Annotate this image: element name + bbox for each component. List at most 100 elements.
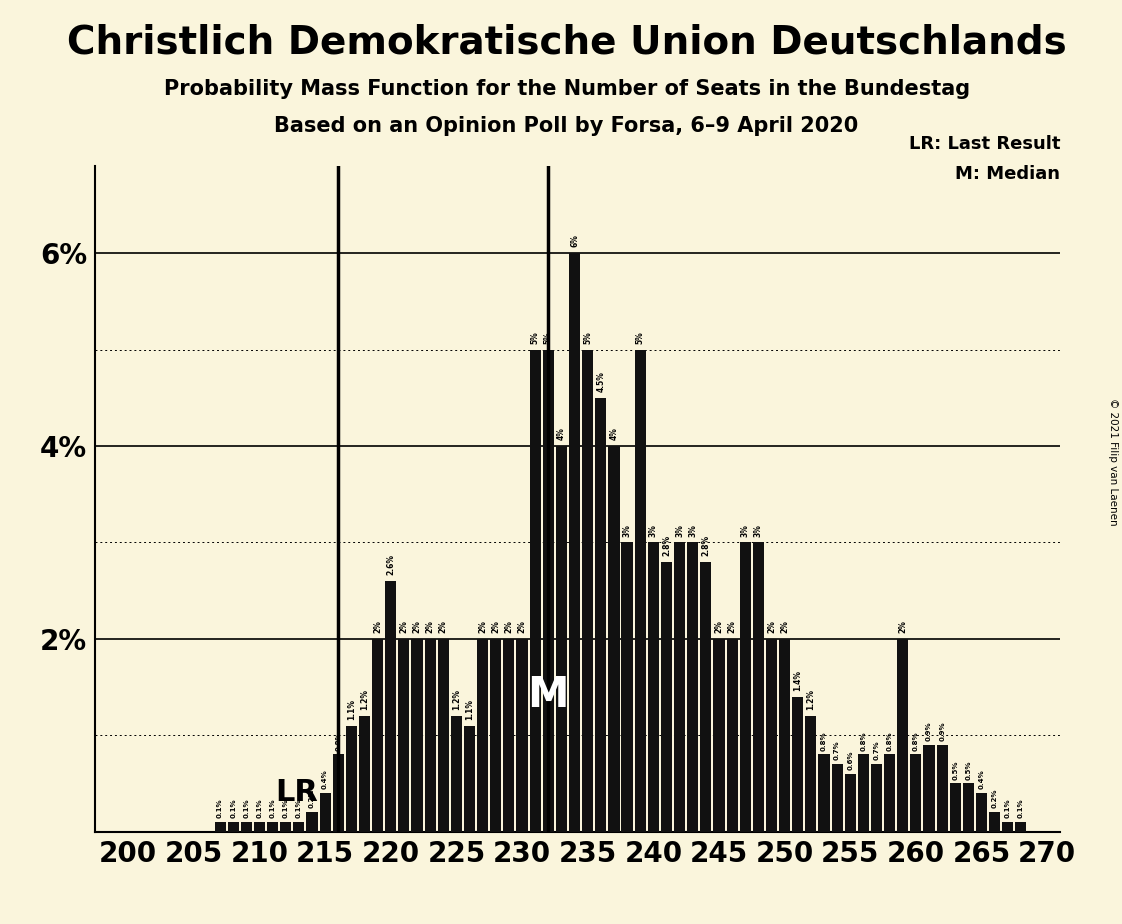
Bar	[1002, 822, 1013, 832]
Bar	[214, 822, 226, 832]
Text: 2%: 2%	[780, 620, 789, 633]
Text: 1.1%: 1.1%	[347, 699, 356, 720]
Bar	[477, 638, 488, 832]
Bar	[373, 638, 384, 832]
Bar	[990, 812, 1000, 832]
Text: 2%: 2%	[478, 620, 487, 633]
Bar	[622, 542, 633, 832]
Text: 2%: 2%	[727, 620, 736, 633]
Bar	[596, 397, 606, 832]
Text: 0.4%: 0.4%	[322, 770, 328, 789]
Text: 0.7%: 0.7%	[834, 741, 840, 760]
Text: 0.6%: 0.6%	[847, 750, 853, 770]
Text: 2%: 2%	[517, 620, 526, 633]
Bar	[963, 784, 974, 832]
Bar	[792, 697, 803, 832]
Text: 1.2%: 1.2%	[360, 689, 369, 711]
Bar	[766, 638, 778, 832]
Bar	[332, 755, 343, 832]
Text: 0.1%: 0.1%	[257, 798, 263, 818]
Text: Based on an Opinion Poll by Forsa, 6–9 April 2020: Based on an Opinion Poll by Forsa, 6–9 A…	[275, 116, 858, 136]
Bar	[555, 446, 567, 832]
Bar	[280, 822, 292, 832]
Bar	[661, 562, 672, 832]
Bar	[937, 745, 948, 832]
Bar	[543, 349, 554, 832]
Bar	[254, 822, 265, 832]
Text: 2%: 2%	[505, 620, 514, 633]
Bar	[398, 638, 410, 832]
Bar	[976, 793, 987, 832]
Text: 3%: 3%	[649, 524, 657, 537]
Text: 2.8%: 2.8%	[701, 535, 710, 556]
Bar	[687, 542, 698, 832]
Text: 3%: 3%	[675, 524, 684, 537]
Bar	[320, 793, 331, 832]
Text: LR: LR	[276, 779, 319, 808]
Bar	[714, 638, 725, 832]
Text: 1.2%: 1.2%	[452, 689, 461, 711]
Bar	[412, 638, 423, 832]
Text: 3%: 3%	[754, 524, 763, 537]
Bar	[923, 745, 935, 832]
Bar	[831, 764, 843, 832]
Text: 1.4%: 1.4%	[793, 670, 802, 691]
Bar	[359, 716, 370, 832]
Text: 0.8%: 0.8%	[913, 731, 919, 750]
Text: 1.2%: 1.2%	[807, 689, 816, 711]
Text: 0.1%: 0.1%	[217, 798, 223, 818]
Text: M: M	[527, 674, 569, 716]
Text: 0.9%: 0.9%	[939, 722, 945, 741]
Bar	[845, 773, 856, 832]
Text: 5%: 5%	[636, 331, 645, 344]
Bar	[293, 822, 304, 832]
Text: 0.1%: 0.1%	[1005, 798, 1011, 818]
Text: 0.2%: 0.2%	[992, 789, 997, 808]
Text: 0.1%: 0.1%	[230, 798, 237, 818]
Text: 0.5%: 0.5%	[953, 760, 958, 780]
Text: 0.8%: 0.8%	[335, 731, 341, 750]
Text: 3%: 3%	[623, 524, 632, 537]
Bar	[530, 349, 541, 832]
Bar	[267, 822, 278, 832]
Text: 2%: 2%	[399, 620, 408, 633]
Text: 0.9%: 0.9%	[926, 722, 932, 741]
Bar	[910, 755, 921, 832]
Text: 0.4%: 0.4%	[978, 770, 984, 789]
Bar	[516, 638, 527, 832]
Text: LR: Last Result: LR: Last Result	[909, 135, 1060, 153]
Bar	[241, 822, 252, 832]
Bar	[424, 638, 435, 832]
Text: 5%: 5%	[544, 331, 553, 344]
Bar	[490, 638, 502, 832]
Text: 2%: 2%	[491, 620, 500, 633]
Bar	[608, 446, 619, 832]
Bar	[228, 822, 239, 832]
Text: © 2021 Filip van Laenen: © 2021 Filip van Laenen	[1109, 398, 1118, 526]
Text: 2%: 2%	[413, 620, 422, 633]
Text: 4.5%: 4.5%	[596, 371, 605, 392]
Bar	[739, 542, 751, 832]
Text: 5%: 5%	[531, 331, 540, 344]
Text: 0.8%: 0.8%	[821, 731, 827, 750]
Bar	[647, 542, 659, 832]
Text: 0.1%: 0.1%	[269, 798, 276, 818]
Text: 0.8%: 0.8%	[886, 731, 893, 750]
Text: 6%: 6%	[570, 235, 579, 248]
Text: 0.1%: 0.1%	[283, 798, 288, 818]
Text: 2%: 2%	[374, 620, 383, 633]
Text: 0.1%: 0.1%	[243, 798, 249, 818]
Text: 2%: 2%	[899, 620, 908, 633]
Bar	[346, 725, 357, 832]
Text: 0.8%: 0.8%	[861, 731, 866, 750]
Text: 2%: 2%	[715, 620, 724, 633]
Text: M: Median: M: Median	[955, 165, 1060, 183]
Text: 2.8%: 2.8%	[662, 535, 671, 556]
Bar	[635, 349, 646, 832]
Text: 4%: 4%	[557, 427, 565, 440]
Bar	[582, 349, 594, 832]
Text: 0.2%: 0.2%	[309, 789, 315, 808]
Text: 2%: 2%	[767, 620, 776, 633]
Bar	[451, 716, 462, 832]
Text: 0.7%: 0.7%	[874, 741, 880, 760]
